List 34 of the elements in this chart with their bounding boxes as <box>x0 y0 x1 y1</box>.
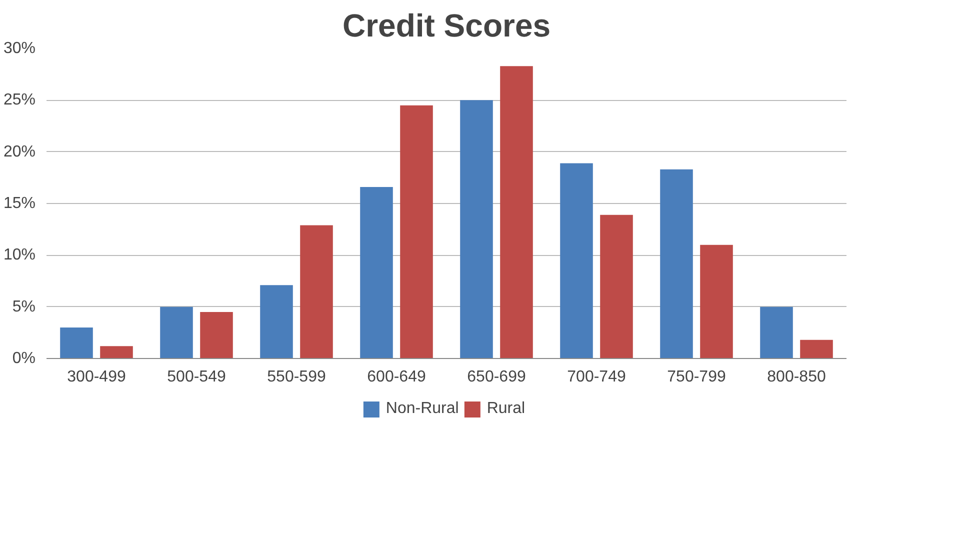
y-tick-label: 10% <box>3 246 36 264</box>
x-tick-label: 650-699 <box>467 368 526 386</box>
bar <box>160 306 193 358</box>
bar <box>360 186 393 358</box>
bar <box>700 244 733 358</box>
y-tick-label: 30% <box>3 40 36 57</box>
bar <box>400 105 433 358</box>
y-tick-label: 0% <box>12 350 36 367</box>
bar <box>260 285 293 358</box>
x-tick-label: 800-850 <box>767 368 826 386</box>
x-tick-label: 750-799 <box>667 368 726 386</box>
bar <box>200 312 233 358</box>
bar <box>300 225 333 358</box>
bar <box>660 169 693 358</box>
bar <box>600 214 633 358</box>
x-tick-label: 300-499 <box>67 368 126 386</box>
bar <box>760 306 793 358</box>
bar <box>560 163 593 358</box>
legend-label: Non-Rural <box>386 400 459 418</box>
x-tick-label: 600-649 <box>367 368 426 386</box>
x-tick-label: 700-749 <box>567 368 626 386</box>
y-tick-label: 15% <box>3 195 36 212</box>
y-tick-label: 5% <box>12 298 36 316</box>
x-tick-label: 500-549 <box>167 368 226 386</box>
chart-title: Credit Scores <box>342 8 551 44</box>
bar <box>800 340 833 358</box>
y-tick-label: 20% <box>3 143 36 160</box>
legend-label: Rural <box>486 400 526 418</box>
bar <box>500 66 533 358</box>
bar <box>60 328 93 358</box>
bar <box>460 100 493 358</box>
y-tick-label: 25% <box>3 92 36 109</box>
bar <box>100 346 133 358</box>
x-tick-label: 550-599 <box>267 368 326 386</box>
